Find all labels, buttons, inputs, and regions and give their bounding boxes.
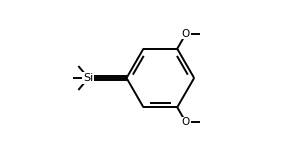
- Text: O: O: [182, 117, 190, 127]
- Text: Si: Si: [83, 73, 94, 83]
- Text: O: O: [182, 29, 190, 39]
